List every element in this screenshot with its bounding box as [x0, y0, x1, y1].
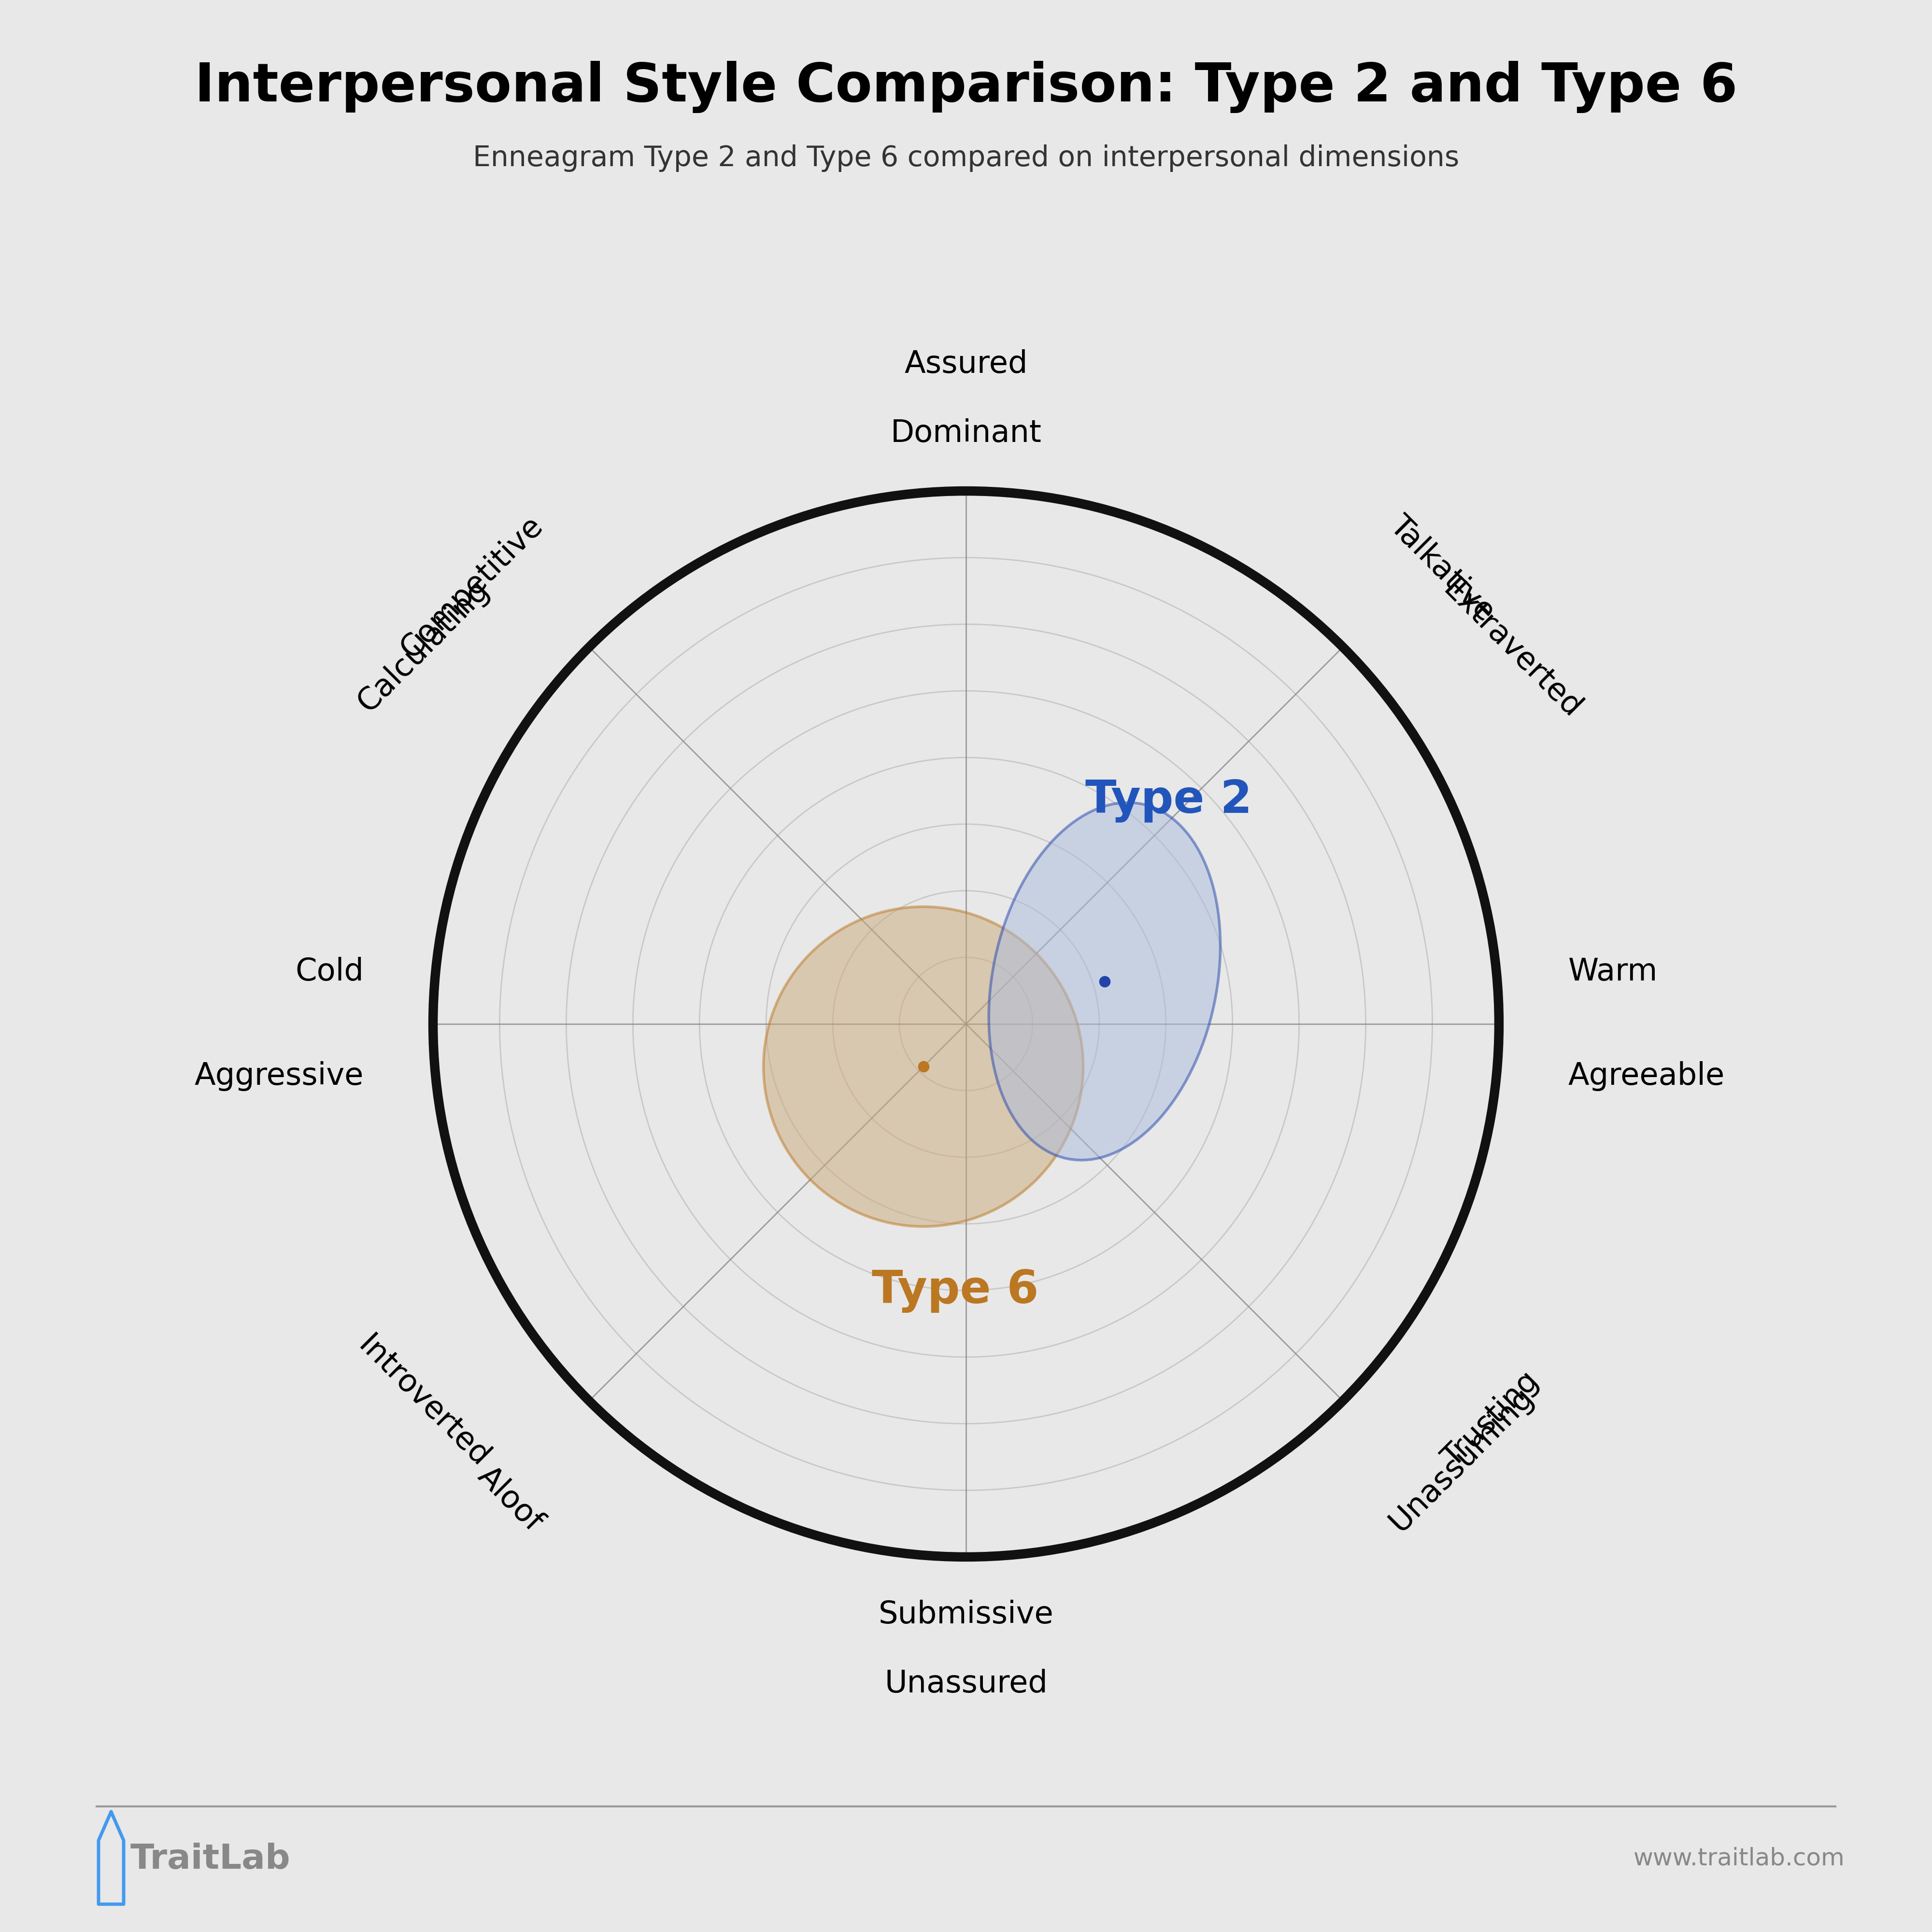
Text: Interpersonal Style Comparison: Type 2 and Type 6: Interpersonal Style Comparison: Type 2 a…	[195, 60, 1737, 112]
Text: Talkative: Talkative	[1383, 510, 1501, 628]
Text: Unassuming: Unassuming	[1383, 1381, 1540, 1538]
Text: Introverted: Introverted	[352, 1331, 495, 1474]
Text: Extraverted: Extraverted	[1437, 574, 1586, 724]
Text: Warm: Warm	[1569, 956, 1658, 987]
Text: Agreeable: Agreeable	[1569, 1061, 1725, 1092]
Text: TraitLab: TraitLab	[131, 1843, 290, 1876]
Text: Assured: Assured	[904, 350, 1028, 379]
Text: Trusting: Trusting	[1437, 1366, 1546, 1474]
Text: Type 2: Type 2	[1086, 779, 1252, 823]
Text: Submissive: Submissive	[879, 1600, 1053, 1629]
Text: Enneagram Type 2 and Type 6 compared on interpersonal dimensions: Enneagram Type 2 and Type 6 compared on …	[473, 145, 1459, 172]
Text: Cold: Cold	[296, 956, 363, 987]
Text: Type 6: Type 6	[871, 1267, 1039, 1312]
Ellipse shape	[989, 802, 1221, 1159]
Text: www.traitlab.com: www.traitlab.com	[1634, 1847, 1845, 1870]
Ellipse shape	[763, 906, 1084, 1227]
Text: Calculating: Calculating	[352, 574, 495, 717]
Text: Aloof: Aloof	[471, 1461, 549, 1538]
Text: Competitive: Competitive	[394, 510, 549, 665]
Text: Aggressive: Aggressive	[195, 1061, 363, 1092]
Text: Unassured: Unassured	[885, 1669, 1047, 1698]
Text: Dominant: Dominant	[891, 419, 1041, 448]
